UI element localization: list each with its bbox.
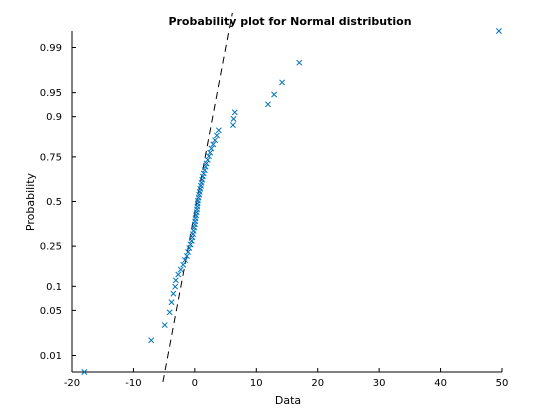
y-tick-label: 0.99 — [40, 43, 62, 54]
data-point — [203, 160, 210, 167]
data-point — [204, 156, 211, 163]
x-axis-label: Data — [275, 394, 301, 407]
data-point — [200, 170, 207, 177]
data-point — [166, 309, 173, 316]
data-point — [175, 271, 182, 278]
reference-line-group — [162, 12, 233, 383]
data-point — [210, 141, 217, 148]
data-point — [180, 261, 187, 268]
data-point — [202, 163, 209, 170]
data-point — [231, 109, 238, 116]
y-tick-label: 0.75 — [40, 152, 62, 163]
data-point — [279, 79, 286, 86]
data-point — [186, 245, 193, 251]
data-point — [81, 369, 88, 375]
y-tick-label: 0.5 — [46, 197, 62, 208]
x-tick-label: 20 — [311, 378, 324, 389]
data-point — [170, 290, 177, 297]
data-point — [183, 253, 190, 259]
data-point — [148, 337, 155, 344]
data-point — [182, 257, 188, 264]
data-point — [495, 28, 502, 34]
data-point — [206, 153, 212, 160]
x-tick-label: 50 — [496, 378, 509, 389]
data-point — [168, 299, 175, 306]
data-point — [229, 122, 236, 128]
data-point — [201, 167, 208, 174]
y-tick-label: 0.1 — [46, 282, 62, 293]
data-point — [214, 132, 220, 139]
data-point — [208, 145, 215, 152]
data-point — [296, 59, 303, 66]
data-point — [207, 149, 214, 156]
data-point — [177, 266, 184, 273]
y-tick-label: 0.25 — [40, 242, 62, 253]
data-point — [187, 241, 194, 248]
reference-line — [162, 12, 233, 383]
data-points — [81, 28, 502, 375]
data-point — [185, 248, 192, 255]
y-tick-label: 0.01 — [40, 351, 62, 362]
data-point — [161, 322, 168, 328]
data-point — [230, 115, 237, 122]
y-tick-label: 0.95 — [40, 88, 62, 99]
chart-title: Probability plot for Normal distribution — [168, 15, 411, 28]
y-tick-label: 0.05 — [40, 306, 62, 317]
axes: -20 -10 0 10 20 30 40 50 0.01 0.05 0.1 0.25 0.5 0.75 0… — [40, 31, 509, 389]
x-tick-label: 0 — [192, 378, 198, 389]
data-point — [265, 101, 271, 108]
data-point — [172, 277, 179, 284]
x-tick-label: 40 — [434, 378, 447, 389]
x-tick-label: 10 — [250, 378, 263, 389]
data-point — [271, 91, 278, 98]
y-tick-label: 0.9 — [46, 112, 62, 123]
x-tick-label: 30 — [373, 378, 386, 389]
y-axis-label: Probability — [24, 172, 37, 231]
data-point — [172, 283, 179, 290]
data-point — [215, 127, 222, 134]
x-tick-label: -20 — [64, 378, 80, 389]
data-point — [212, 137, 219, 144]
x-tick-label: -10 — [125, 378, 141, 389]
